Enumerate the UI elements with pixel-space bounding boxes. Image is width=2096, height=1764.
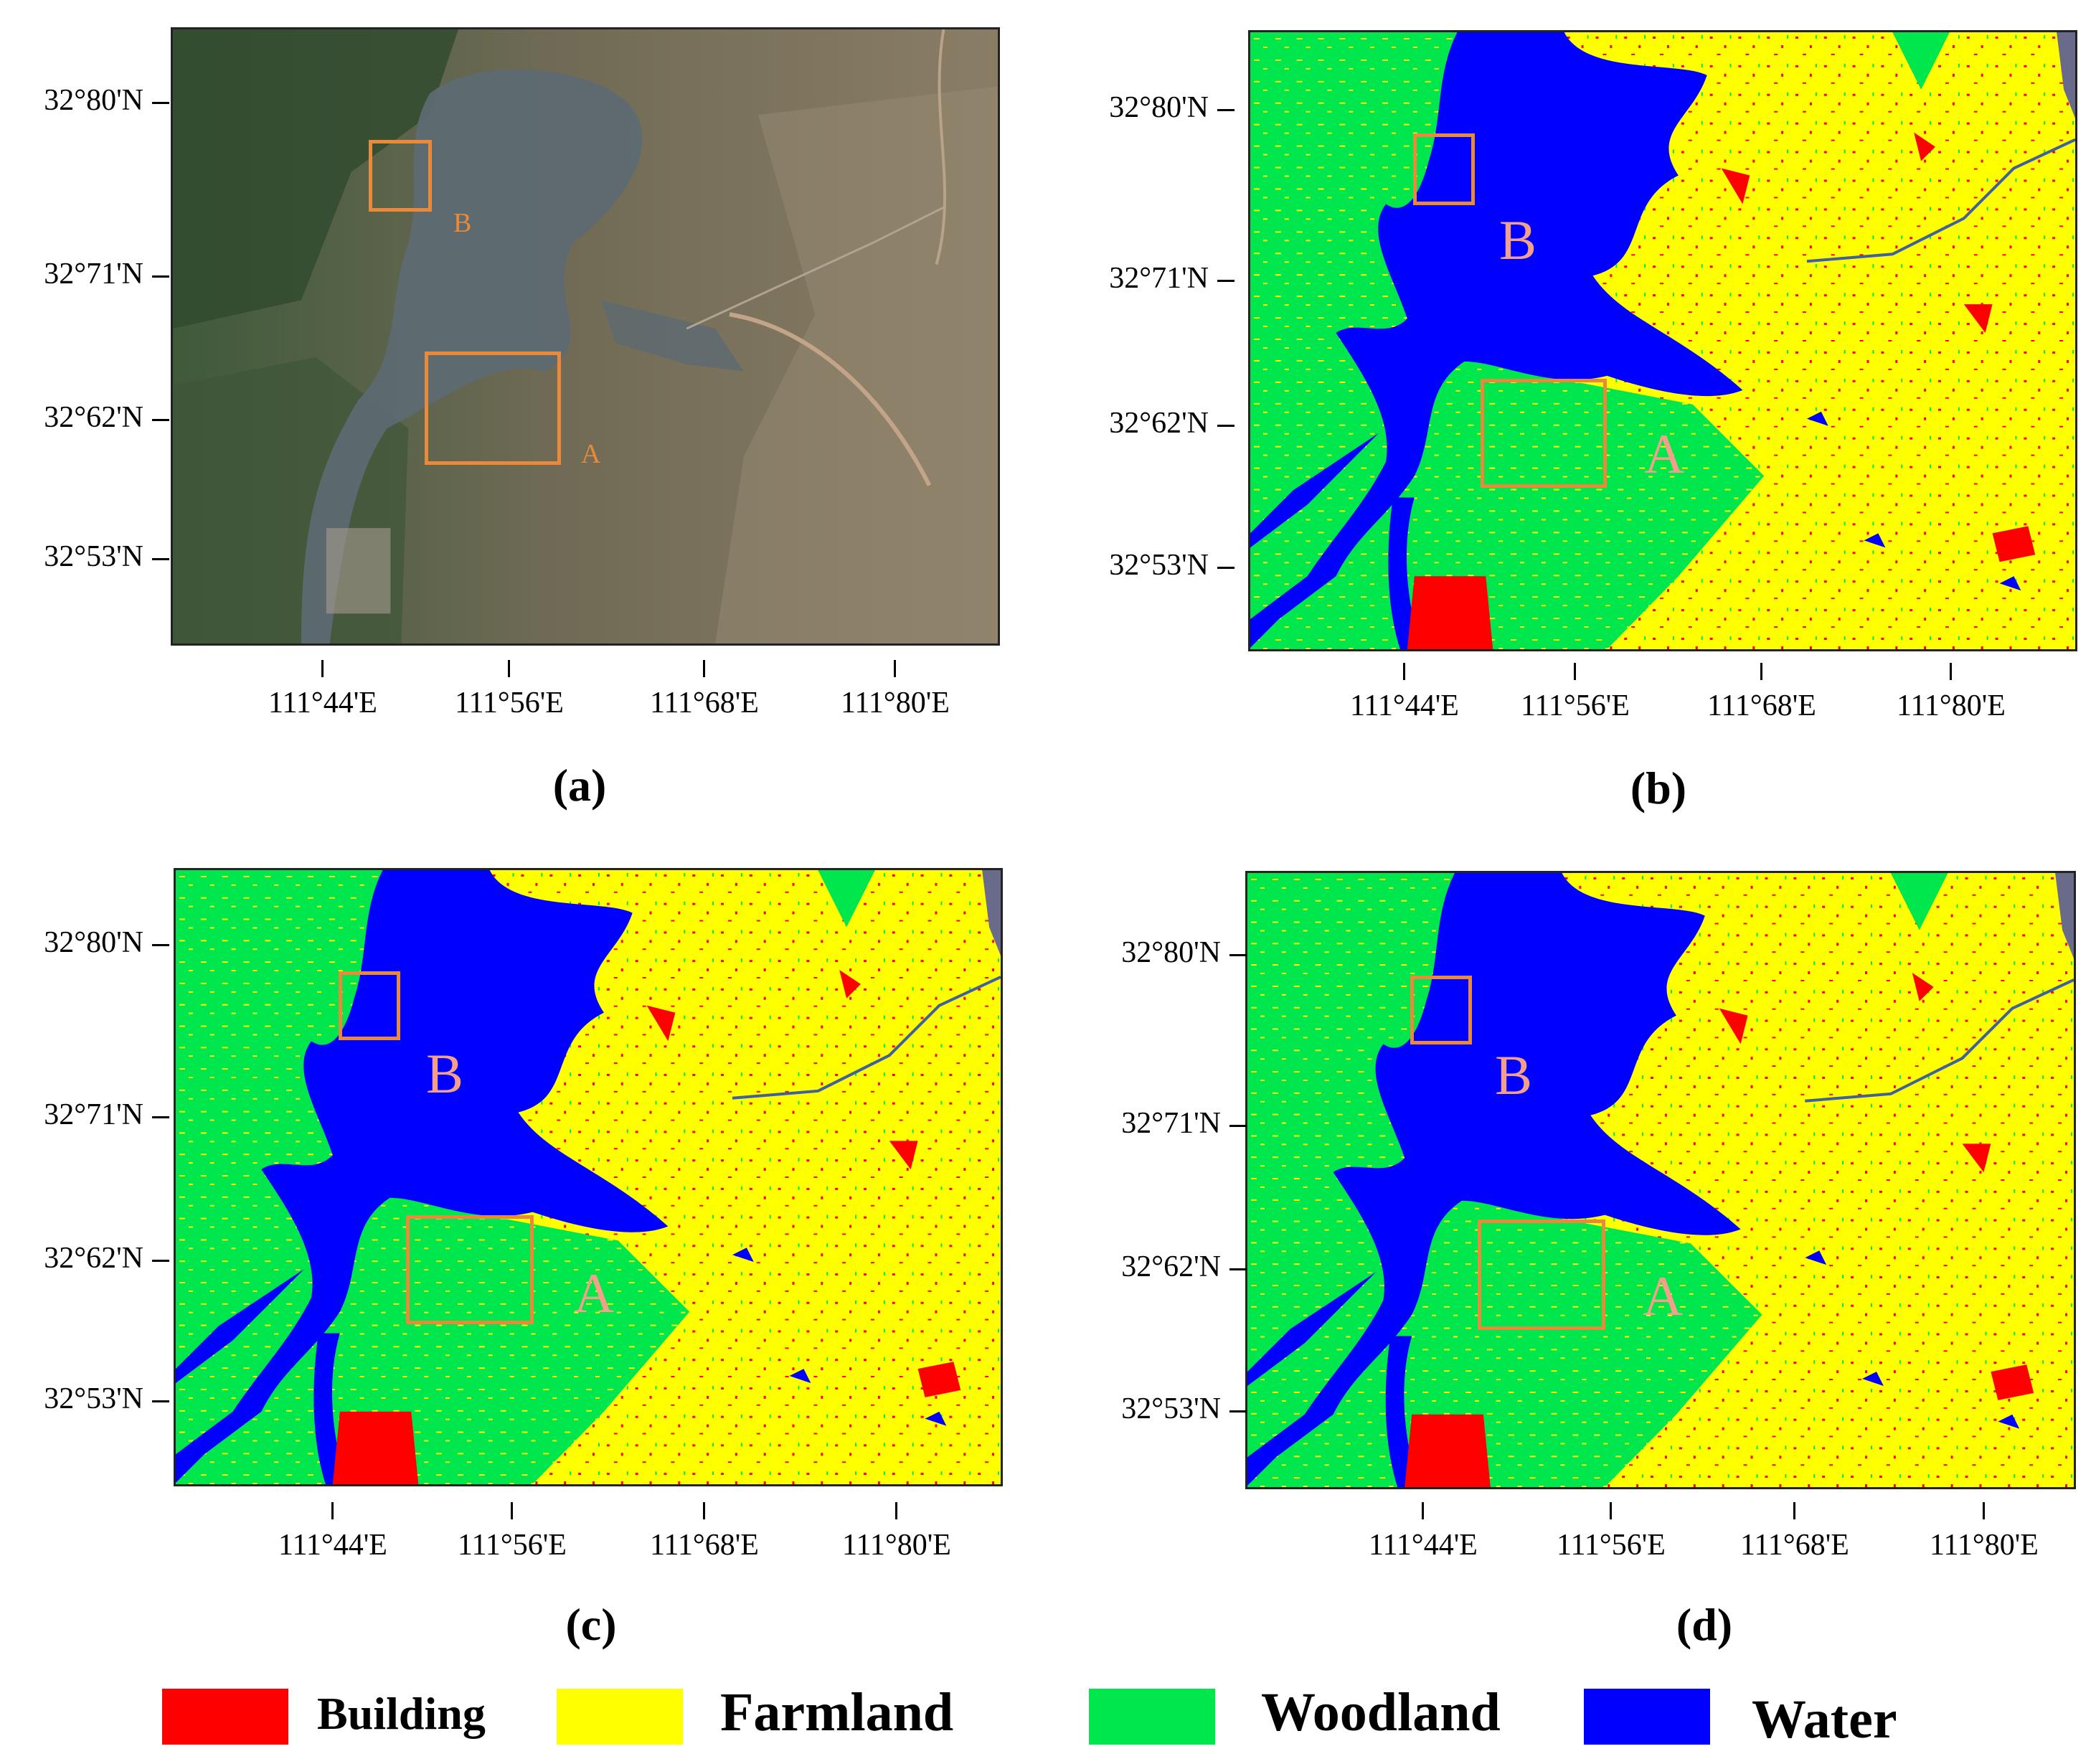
lon-label: 111°68'E bbox=[618, 1502, 790, 1562]
lon-label: 111°56'E bbox=[423, 660, 595, 720]
lon-label: 111°80'E bbox=[809, 660, 981, 720]
region-box-b bbox=[1410, 976, 1472, 1044]
lat-label: 32°62'N bbox=[1077, 1250, 1247, 1284]
lat-label: 32°80'N bbox=[1065, 90, 1235, 125]
region-box-a bbox=[1481, 379, 1607, 488]
lon-label: 111°80'E bbox=[1898, 1502, 2070, 1562]
lat-label: 32°80'N bbox=[0, 925, 169, 960]
region-label-b: B bbox=[426, 1042, 464, 1105]
panel-caption: (c) bbox=[565, 1599, 617, 1650]
water-swatch bbox=[1584, 1689, 1710, 1745]
classification-map bbox=[174, 868, 1003, 1486]
lat-label: 32°53'N bbox=[0, 539, 169, 574]
lon-label: 111°80'E bbox=[1865, 663, 2037, 723]
lat-label: 32°71'N bbox=[0, 257, 169, 291]
legend-label: Woodland bbox=[1261, 1682, 1501, 1742]
lon-label: 111°68'E bbox=[1709, 1502, 1881, 1562]
lon-label: 111°80'E bbox=[811, 1502, 983, 1562]
legend-label: Building bbox=[317, 1688, 486, 1739]
farmland-swatch bbox=[557, 1689, 683, 1745]
lon-label: 111°68'E bbox=[618, 660, 790, 720]
building-swatch bbox=[162, 1689, 288, 1745]
lat-label: 32°53'N bbox=[1077, 1392, 1247, 1426]
lon-label: 111°68'E bbox=[1676, 663, 1848, 723]
lat-label: 32°62'N bbox=[0, 400, 169, 435]
lon-label: 111°44'E bbox=[1337, 1502, 1509, 1562]
lon-label: 111°44'E bbox=[1318, 663, 1491, 723]
panel-caption: (d) bbox=[1676, 1599, 1733, 1650]
region-label-a: A bbox=[581, 439, 601, 469]
region-box-b bbox=[369, 140, 432, 212]
lon-label: 111°56'E bbox=[1525, 1502, 1697, 1562]
lat-label: 32°71'N bbox=[1065, 261, 1235, 296]
legend-label: Water bbox=[1752, 1689, 1897, 1750]
lat-label: 32°62'N bbox=[1065, 406, 1235, 440]
region-label-b: B bbox=[453, 208, 472, 238]
region-label-b: B bbox=[1495, 1044, 1533, 1106]
region-label-b: B bbox=[1499, 209, 1537, 271]
lon-label: 111°56'E bbox=[426, 1502, 598, 1562]
region-box-a bbox=[406, 1215, 534, 1324]
lat-label: 32°80'N bbox=[0, 83, 169, 118]
lat-label: 32°71'N bbox=[0, 1098, 169, 1132]
lat-label: 32°80'N bbox=[1077, 935, 1247, 970]
legend-label: Farmland bbox=[720, 1682, 954, 1742]
satellite-image bbox=[171, 27, 1000, 646]
panel-caption: (a) bbox=[552, 760, 607, 811]
region-box-a bbox=[1478, 1220, 1605, 1330]
lat-label: 32°53'N bbox=[1065, 548, 1235, 583]
lat-label: 32°62'N bbox=[0, 1241, 169, 1275]
lat-label: 32°71'N bbox=[1077, 1106, 1247, 1141]
lat-label: 32°53'N bbox=[0, 1382, 169, 1416]
region-box-b bbox=[1413, 133, 1475, 205]
region-label-a: A bbox=[1643, 1265, 1684, 1327]
region-label-a: A bbox=[1644, 423, 1685, 485]
region-label-a: A bbox=[574, 1262, 615, 1324]
classification-map bbox=[1245, 871, 2076, 1489]
lon-label: 111°44'E bbox=[237, 660, 409, 720]
region-box-a bbox=[425, 352, 561, 465]
panel-caption: (b) bbox=[1630, 763, 1687, 813]
classification-map bbox=[1248, 30, 2077, 651]
region-box-b bbox=[339, 971, 400, 1040]
woodland-swatch bbox=[1089, 1689, 1215, 1745]
lon-label: 111°56'E bbox=[1489, 663, 1661, 723]
lon-label: 111°44'E bbox=[247, 1502, 419, 1562]
